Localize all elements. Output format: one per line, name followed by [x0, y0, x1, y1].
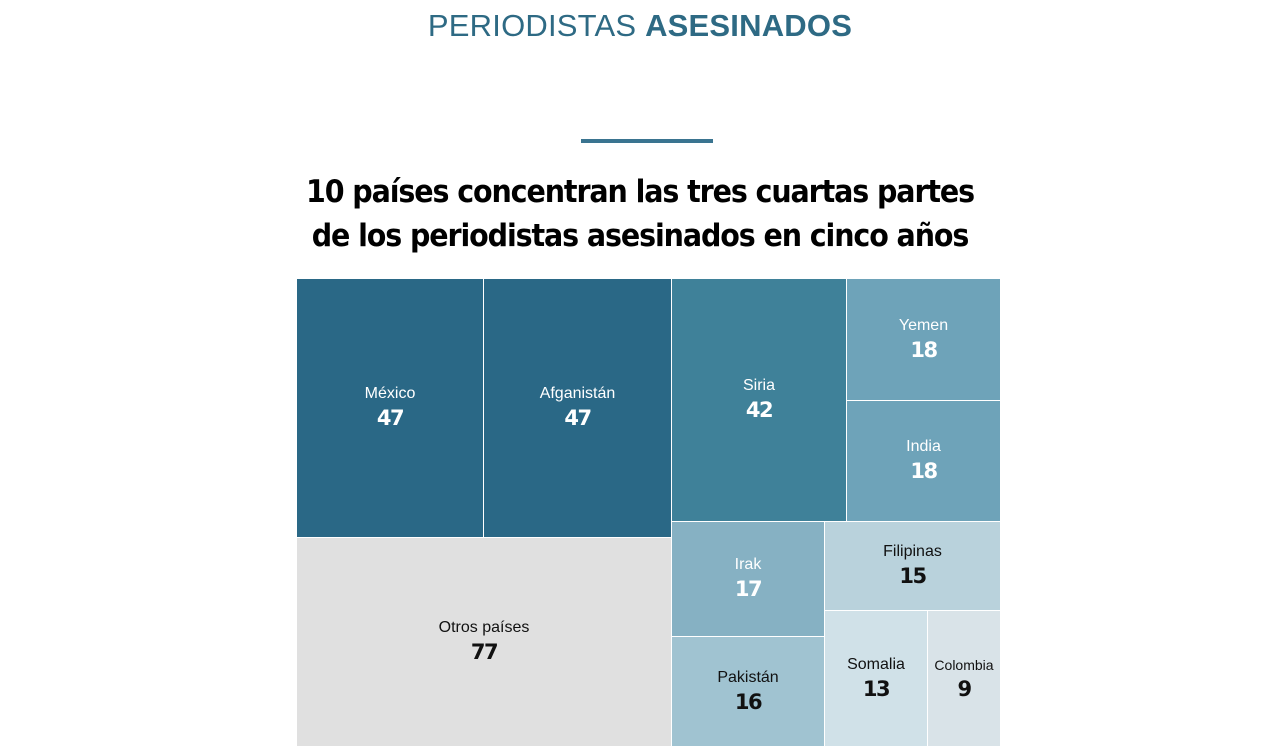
- cell-label: Somalia: [847, 655, 905, 673]
- kicker-bold: ASESINADOS: [645, 8, 853, 43]
- divider-rule: [581, 139, 713, 143]
- cell-value: 42: [745, 398, 774, 422]
- cell-value: 77: [470, 640, 499, 664]
- chart-title-line1: 10 países concentran las tres cuartas pa…: [305, 174, 975, 210]
- cell-label: Otros países: [438, 619, 530, 636]
- cell-value: 47: [376, 406, 405, 430]
- treemap-cell-colombia: Colombia 9: [928, 611, 1000, 746]
- treemap-cell-siria: Siria 42: [672, 279, 846, 521]
- cell-label: Irak: [734, 556, 762, 573]
- treemap-cell-m-xico: México 47: [297, 279, 483, 537]
- cell-value: 17: [734, 577, 763, 601]
- treemap-cell-yemen: Yemen 18: [847, 279, 1000, 400]
- cell-label: Filipinas: [883, 543, 942, 560]
- chart-title-line2: de los periodistas asesinados en cinco a…: [311, 218, 970, 254]
- treemap-cell-irak: Irak 17: [672, 522, 824, 636]
- cell-value: 13: [862, 676, 891, 701]
- cell-value: 18: [910, 337, 938, 362]
- cell-label: Afganistán: [539, 385, 616, 402]
- cell-value: 15: [899, 564, 927, 588]
- cell-label: Siria: [742, 377, 775, 394]
- cell-label: Yemen: [898, 316, 949, 334]
- cell-value: 47: [564, 406, 592, 430]
- cell-value: 18: [910, 459, 938, 483]
- treemap-cell-otros-pa-ses: Otros países 77: [297, 538, 671, 746]
- treemap-cell-filipinas: Filipinas 15: [825, 522, 1000, 610]
- treemap-cell-somalia: Somalia 13: [825, 611, 927, 746]
- cell-value: 16: [734, 689, 763, 714]
- chart-title: 10 países concentran las tres cuartas pa…: [51, 170, 1229, 258]
- cell-label: India: [906, 438, 941, 455]
- treemap-cell-afganist-n: Afganistán 47: [484, 279, 671, 537]
- treemap-cell-india: India 18: [847, 401, 1000, 521]
- treemap-cell-pakist-n: Pakistán 16: [672, 637, 824, 746]
- section-kicker: PERIODISTAS ASESINADOS: [0, 8, 1280, 44]
- cell-label: Colombia: [934, 656, 994, 673]
- cell-value: 9: [957, 676, 972, 701]
- cell-label: México: [364, 385, 416, 402]
- kicker-light: PERIODISTAS: [427, 8, 637, 43]
- cell-label: Pakistán: [717, 668, 779, 686]
